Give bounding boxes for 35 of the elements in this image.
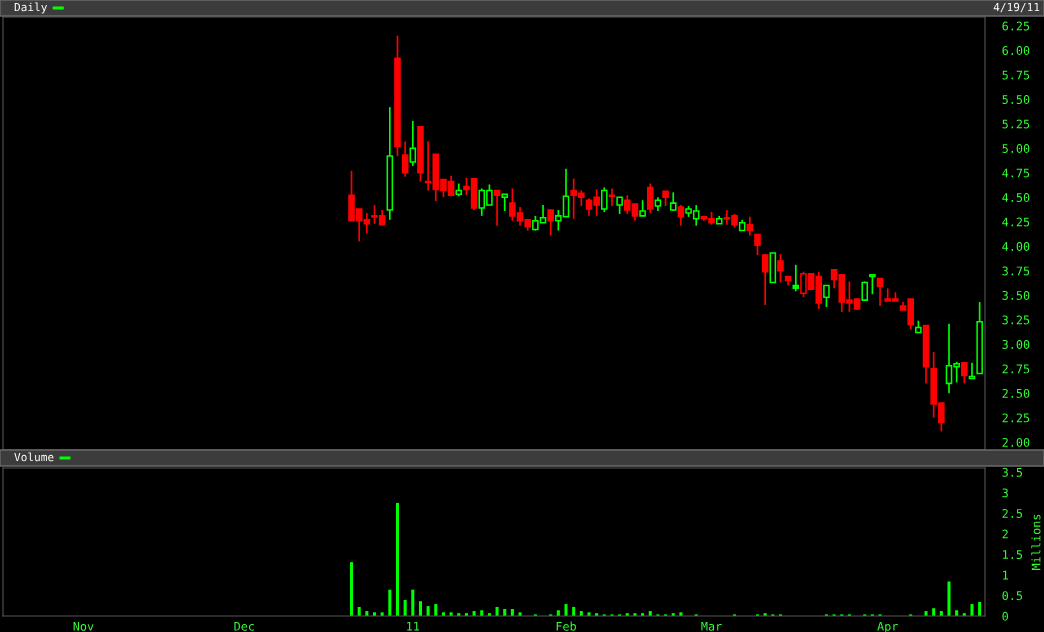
y-tick-label: 2.25 bbox=[1002, 413, 1030, 423]
y-tick-label: 4.25 bbox=[1002, 217, 1030, 227]
x-tick-label: 11 bbox=[407, 621, 420, 631]
y-tick-label: 6.25 bbox=[1002, 21, 1030, 31]
y-tick-label: 3 bbox=[1002, 488, 1008, 498]
y-tick-label: 3.25 bbox=[1002, 315, 1030, 325]
x-tick-label: Feb bbox=[556, 621, 576, 631]
y-tick-label: 3.5 bbox=[1002, 467, 1023, 477]
y-tick-label: 5.50 bbox=[1002, 95, 1030, 104]
y-tick-label: 6.00 bbox=[1002, 46, 1030, 55]
x-tick-label: Mar bbox=[701, 621, 722, 631]
y-tick-label: 5.75 bbox=[1002, 70, 1030, 80]
y-tick-label: 3.00 bbox=[1002, 339, 1030, 349]
y-tick-label: 3.50 bbox=[1002, 290, 1030, 300]
x-tick-label: Nov bbox=[73, 621, 94, 631]
y-tick-label: 1.5 bbox=[1003, 550, 1023, 560]
y-tick-label: 1 bbox=[1003, 570, 1008, 580]
y-tick-label: 3.75 bbox=[1002, 266, 1030, 276]
y-tick-label: 2.75 bbox=[1002, 364, 1030, 374]
y-tick-label: 4.50 bbox=[1002, 193, 1030, 202]
y-axis-title: Millions bbox=[1031, 514, 1041, 570]
y-tick-label: 2.50 bbox=[1002, 388, 1030, 398]
y-tick-label: 2.00 bbox=[1002, 437, 1030, 447]
y-tick-label: 2 bbox=[1002, 529, 1008, 539]
y-tick-label: 4.00 bbox=[1002, 241, 1030, 251]
y-tick-label: 4.75 bbox=[1002, 168, 1030, 178]
x-tick-label: Dec bbox=[234, 621, 254, 631]
text: 4/19/11 bbox=[993, 2, 1040, 13]
y-tick-label: 0.5 bbox=[1002, 591, 1023, 601]
chart-title: Daily bbox=[14, 2, 48, 14]
y-tick-label: 0 bbox=[1002, 611, 1009, 621]
chart-title: Volume bbox=[14, 452, 54, 462]
y-tick-label: 5.00 bbox=[1002, 144, 1030, 153]
y-tick-label: 2.5 bbox=[1002, 508, 1023, 518]
y-tick-label: 5.25 bbox=[1002, 119, 1030, 129]
